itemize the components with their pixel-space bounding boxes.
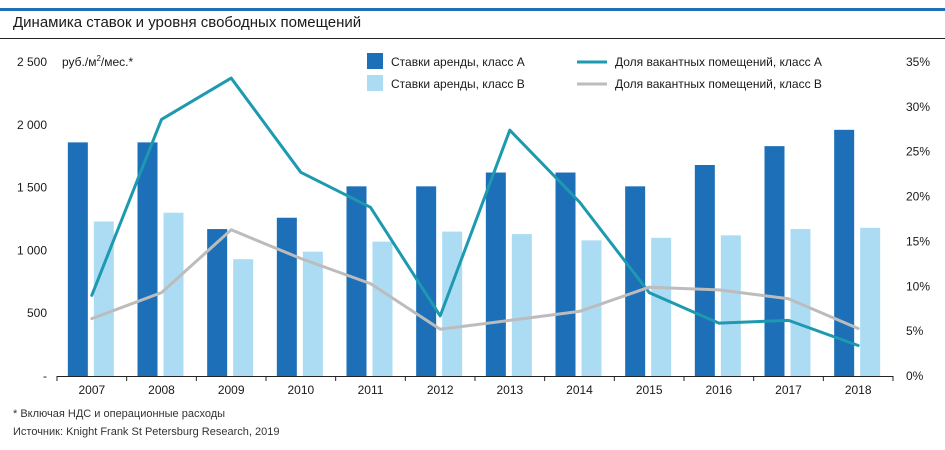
vacancy-line-class-a	[90, 76, 860, 347]
x-tick-label: 2007	[78, 383, 105, 397]
legend-swatch	[367, 75, 383, 91]
y-left-tick-label: 1 000	[17, 243, 47, 257]
bar-class-b	[233, 259, 254, 376]
y-right-tick-label: 20%	[906, 190, 930, 204]
legend-label: Ставки аренды, класс В	[391, 77, 525, 91]
x-tick-label: 2018	[845, 383, 872, 397]
x-tick-label: 2016	[705, 383, 732, 397]
bar-class-a	[764, 146, 785, 376]
page-title: Динамика ставок и уровня свободных помещ…	[13, 14, 362, 31]
bar-class-a	[137, 142, 158, 376]
x-tick-label: 2015	[636, 383, 663, 397]
y-left-tick-label: 1 500	[17, 181, 47, 195]
x-tick-label: 2013	[496, 383, 523, 397]
legend-label: Доля вакантных помещений, класс А	[615, 55, 822, 69]
y-right-tick-label: 10%	[906, 279, 930, 293]
rent-vacancy-chart: - 500 1 000 1 500 2 000 2 500 0% 5% 10% 15% 20% 25%…	[17, 53, 930, 397]
bar-class-a	[67, 142, 88, 376]
vacancy-line-class-b	[90, 228, 860, 331]
bar-class-b	[860, 227, 881, 376]
top-accent-rule	[0, 8, 945, 11]
x-tick-label: 2012	[427, 383, 454, 397]
bar-class-a	[276, 217, 297, 376]
y-right-tick-label: 0%	[906, 369, 924, 383]
x-tick-label: 2014	[566, 383, 593, 397]
y-left-tick-label: 2 500	[17, 55, 47, 69]
bar-class-b	[372, 241, 393, 376]
bar-class-a	[346, 186, 367, 376]
source-note: Источник: Knight Frank St Petersburg Res…	[13, 426, 280, 438]
footnote: * Включая НДС и операционные расходы	[13, 408, 226, 420]
legend-label: Доля вакантных помещений, класс В	[615, 77, 822, 91]
x-tick-label: 2008	[148, 383, 175, 397]
bar-class-b	[93, 221, 114, 376]
bar-class-b	[302, 251, 323, 376]
bar-class-b	[511, 234, 532, 376]
y-left-tick-label: 500	[27, 306, 47, 320]
y-left-tick-label: -	[43, 369, 47, 383]
x-tick-label: 2010	[287, 383, 314, 397]
y-left-tick-label: 2 000	[17, 118, 47, 132]
y-right-tick-label: 35%	[906, 55, 930, 69]
bar-class-b	[163, 212, 184, 376]
bar-class-b	[651, 237, 672, 376]
title-divider	[0, 38, 945, 39]
bar-class-a	[416, 186, 437, 376]
bar-class-a	[207, 229, 228, 376]
bar-class-a	[834, 129, 855, 376]
legend-label: Ставки аренды, класс А	[391, 55, 525, 69]
bar-class-a	[555, 172, 576, 376]
bar-class-b	[720, 235, 741, 376]
y-right-tick-label: 15%	[906, 234, 930, 248]
x-tick-label: 2017	[775, 383, 802, 397]
y-right-tick-label: 30%	[906, 100, 930, 114]
x-tick-label: 2009	[218, 383, 245, 397]
bar-class-a	[625, 186, 646, 376]
y-right-tick-label: 5%	[906, 324, 924, 338]
legend-swatch	[367, 53, 383, 69]
y-right-tick-label: 25%	[906, 145, 930, 159]
x-tick-label: 2011	[358, 383, 384, 397]
y-left-unit-label: руб./м2/мес.*	[62, 54, 134, 69]
bar-class-a	[694, 164, 715, 376]
bar-class-a	[485, 172, 506, 376]
